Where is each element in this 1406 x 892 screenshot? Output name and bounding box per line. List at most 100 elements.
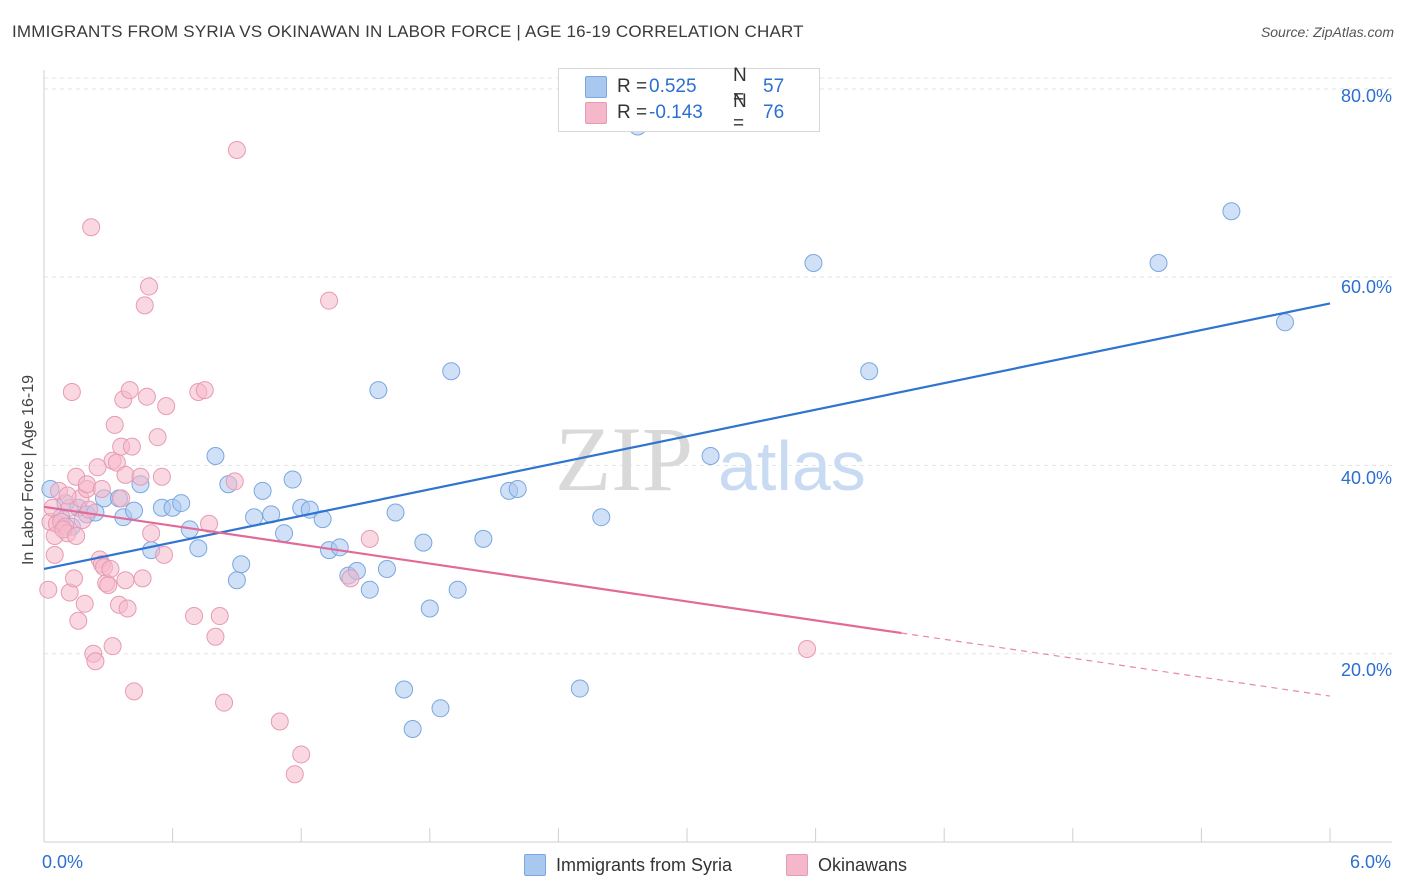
point-syria [592, 508, 611, 527]
y-tick-label: 80.0% [1340, 86, 1392, 106]
point-okinawans [82, 218, 101, 237]
n-label: N = [733, 91, 747, 134]
point-syria [448, 580, 467, 599]
point-okinawans [39, 580, 58, 599]
point-okinawans [120, 381, 139, 400]
point-syria [172, 494, 191, 513]
r-value: -0.143 [649, 102, 703, 123]
axes [43, 70, 1392, 843]
point-syria [474, 529, 493, 548]
x-max-label: 6.0% [1350, 852, 1392, 872]
point-syria [403, 720, 422, 739]
point-okinawans [92, 479, 111, 498]
r-label: R = [617, 76, 648, 97]
point-syria [360, 580, 379, 599]
point-syria [245, 508, 264, 527]
point-okinawans [210, 607, 229, 626]
n-label: N = [733, 65, 747, 108]
point-syria [1222, 202, 1241, 221]
watermark: ZIP atlas [555, 408, 866, 510]
point-okinawans [45, 545, 64, 564]
point-okinawans [227, 141, 246, 160]
point-syria [442, 362, 461, 381]
point-syria [395, 680, 414, 699]
point-syria [860, 362, 879, 381]
point-okinawans [798, 640, 817, 658]
watermark-atlas: atlas [718, 427, 866, 505]
point-okinawans [285, 765, 304, 784]
point-okinawans [125, 682, 144, 701]
point-okinawans [292, 745, 311, 764]
point-okinawans [131, 467, 150, 486]
point-okinawans [88, 458, 107, 477]
point-okinawans [75, 594, 94, 613]
y-tick-label: 40.0% [1340, 468, 1392, 488]
point-okinawans [341, 569, 360, 588]
point-okinawans [103, 637, 122, 656]
legend-swatch-syria [524, 854, 546, 876]
data-points [39, 117, 1294, 784]
point-syria [420, 599, 439, 618]
trend-line-syria [43, 302, 1331, 571]
legend-swatch-syria [585, 76, 607, 98]
point-okinawans [118, 599, 137, 618]
point-okinawans [133, 569, 152, 588]
point-okinawans [137, 387, 156, 406]
point-okinawans [116, 465, 135, 484]
point-syria [508, 479, 527, 498]
y-axis-label: In Labor Force | Age 16-19 [20, 374, 37, 566]
bottom-legend-syria: Immigrants from Syria [524, 852, 732, 878]
point-okinawans [225, 472, 244, 491]
legend-label-syria: Immigrants from Syria [556, 854, 733, 875]
point-okinawans [65, 569, 84, 588]
chart-title: IMMIGRANTS FROM SYRIA VS OKINAWAN IN LAB… [12, 22, 804, 41]
trend-line-okinawans-dashed [901, 632, 1331, 697]
point-syria [253, 481, 272, 500]
point-syria [1275, 313, 1294, 332]
point-okinawans [270, 712, 289, 731]
trend-lines [43, 302, 1331, 697]
point-syria [283, 470, 302, 489]
point-okinawans [140, 277, 159, 296]
point-syria [232, 555, 251, 574]
point-okinawans [122, 437, 141, 456]
point-okinawans [185, 607, 204, 626]
point-okinawans [320, 291, 339, 310]
point-okinawans [62, 382, 81, 401]
point-okinawans [360, 529, 379, 548]
point-okinawans [101, 559, 120, 578]
legend-swatch-okinawans [786, 854, 808, 876]
trend-line-okinawans [43, 505, 902, 635]
point-syria [206, 447, 225, 465]
point-syria [125, 501, 144, 520]
source-label: Source: ZipAtlas.com [1260, 24, 1394, 40]
correlation-legend: R = 0.525 N = 57 R = -0.143 N = 76 [558, 65, 820, 134]
point-okinawans [195, 381, 214, 400]
r-value: 0.525 [649, 76, 697, 97]
point-syria [189, 539, 208, 558]
legend-row-syria: R = 0.525 N = 57 [585, 65, 785, 108]
point-okinawans [206, 627, 225, 646]
legend-swatch-okinawans [585, 102, 607, 124]
point-okinawans [67, 527, 86, 546]
point-okinawans [152, 467, 171, 486]
point-okinawans [142, 524, 161, 543]
n-value: 76 [763, 102, 785, 123]
point-syria [386, 503, 405, 522]
point-syria [275, 524, 294, 543]
n-value: 57 [763, 76, 785, 97]
legend-label-okinawans: Okinawans [818, 854, 908, 875]
point-okinawans [105, 415, 124, 434]
point-okinawans [99, 575, 118, 594]
point-syria [369, 381, 388, 400]
point-syria [330, 538, 349, 557]
y-tick-label: 60.0% [1340, 277, 1392, 297]
point-okinawans [215, 693, 234, 712]
point-okinawans [77, 475, 96, 494]
point-okinawans [86, 652, 105, 671]
point-okinawans [58, 486, 77, 505]
point-syria [227, 571, 246, 590]
point-okinawans [148, 428, 167, 447]
point-syria [1149, 254, 1168, 272]
point-syria [701, 447, 720, 465]
